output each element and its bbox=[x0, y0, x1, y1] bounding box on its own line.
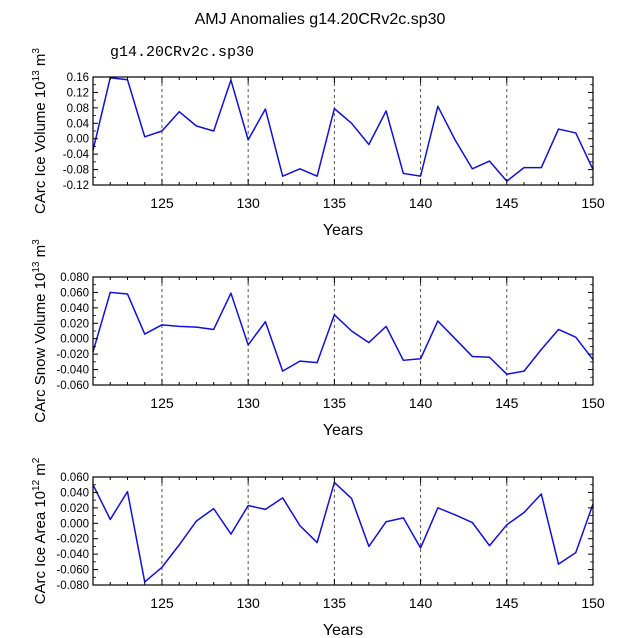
x-tick-label: 150 bbox=[581, 595, 605, 611]
x-tick-label: 135 bbox=[323, 195, 347, 211]
y-axis-label: CArc Ice Volume 1013 m3 bbox=[31, 48, 49, 214]
y-tick-label: -0.060 bbox=[56, 380, 89, 392]
y-axis-label-superscript: 13 bbox=[31, 70, 42, 82]
x-tick-label: 150 bbox=[581, 395, 605, 411]
x-tick-label: 130 bbox=[236, 395, 260, 411]
y-axis-label-text: m bbox=[32, 245, 49, 262]
y-axis-label-text: CArc Ice Area 10 bbox=[32, 491, 49, 604]
y-axis-label-superscript: 12 bbox=[31, 479, 42, 491]
y-tick-label: -0.020 bbox=[56, 534, 89, 546]
y-tick-label: -0.040 bbox=[56, 365, 89, 377]
y-tick-label: 0.040 bbox=[60, 487, 89, 499]
y-tick-label: 0.04 bbox=[67, 118, 90, 130]
x-tick-label: 145 bbox=[495, 595, 519, 611]
y-axis-label-superscript: 3 bbox=[31, 48, 42, 54]
y-axis-label: CArc Ice Area 1012 m2 bbox=[31, 457, 49, 604]
y-tick-label: 0.060 bbox=[60, 472, 89, 484]
y-axis-label-superscript: 13 bbox=[31, 261, 42, 273]
y-tick-label: 0.020 bbox=[60, 503, 89, 515]
x-tick-label: 135 bbox=[323, 595, 347, 611]
figure-subtitle: g14.20CRv2c.sp30 bbox=[110, 44, 254, 61]
x-tick-label: 130 bbox=[236, 195, 260, 211]
x-tick-label: 140 bbox=[409, 595, 433, 611]
series-line bbox=[92, 77, 594, 182]
y-axis-label: CArc Snow Volume 1013 m3 bbox=[31, 239, 49, 423]
figure-title: AMJ Anomalies g14.20CRv2c.sp30 bbox=[195, 11, 446, 28]
y-tick-label: 0.00 bbox=[67, 134, 89, 146]
chart-panel-2: 0.080 0.060 0.040 0.020 0.000 -0.020 -0.040 -0.… bbox=[31, 239, 605, 439]
chart-panel-1: 0.16 0.12 0.08 0.04 0.00 -0.04 -0.08 -0.12 125 13… bbox=[31, 48, 605, 239]
y-tick-label: 0.08 bbox=[67, 103, 89, 115]
y-tick-label: 0.12 bbox=[67, 87, 89, 99]
x-tick-label: 125 bbox=[150, 395, 174, 411]
y-axis-label-text: m bbox=[32, 463, 49, 480]
x-tick-label: 140 bbox=[409, 195, 433, 211]
y-tick-label: 0.000 bbox=[60, 334, 89, 346]
y-tick-label: -0.04 bbox=[63, 149, 90, 161]
y-tick-label: 0.040 bbox=[60, 303, 89, 315]
y-tick-label: 0.000 bbox=[60, 518, 89, 530]
y-tick-label: 0.080 bbox=[60, 272, 89, 284]
x-tick-label: 125 bbox=[150, 595, 174, 611]
x-tick-label: 135 bbox=[323, 395, 347, 411]
y-tick-label: -0.040 bbox=[56, 549, 89, 561]
y-tick-label: -0.12 bbox=[63, 180, 89, 192]
y-tick-label: -0.060 bbox=[56, 565, 89, 577]
y-axis-label-text: CArc Snow Volume 10 bbox=[32, 273, 49, 423]
series-line bbox=[92, 291, 594, 375]
y-tick-label: 0.060 bbox=[60, 287, 89, 299]
y-tick-label: -0.020 bbox=[56, 349, 89, 361]
x-tick-label: 140 bbox=[409, 395, 433, 411]
x-tick-label: 125 bbox=[150, 195, 174, 211]
series-line bbox=[92, 481, 594, 583]
y-axis-label-text: CArc Ice Volume 10 bbox=[32, 81, 49, 214]
x-tick-label: 145 bbox=[495, 395, 519, 411]
y-tick-label: -0.080 bbox=[56, 580, 89, 592]
y-axis-label-superscript: 3 bbox=[31, 239, 42, 245]
y-tick-label: 0.020 bbox=[60, 318, 89, 330]
y-tick-label: 0.16 bbox=[67, 72, 89, 84]
y-tick-label: -0.08 bbox=[63, 165, 89, 177]
y-axis-label-text: m bbox=[32, 54, 49, 71]
x-axis-label: Years bbox=[323, 622, 363, 638]
chart-panel-3: 0.060 0.040 0.020 0.000 -0.020 -0.040 -0.060 -0… bbox=[31, 457, 605, 638]
x-tick-label: 130 bbox=[236, 595, 260, 611]
panels: 0.16 0.12 0.08 0.04 0.00 -0.04 -0.08 -0.12 125 13… bbox=[31, 48, 605, 638]
y-axis-label-superscript: 2 bbox=[31, 457, 42, 463]
x-tick-label: 145 bbox=[495, 195, 519, 211]
x-axis-label: Years bbox=[323, 422, 363, 439]
x-tick-label: 150 bbox=[581, 195, 605, 211]
x-axis-label: Years bbox=[323, 222, 363, 239]
